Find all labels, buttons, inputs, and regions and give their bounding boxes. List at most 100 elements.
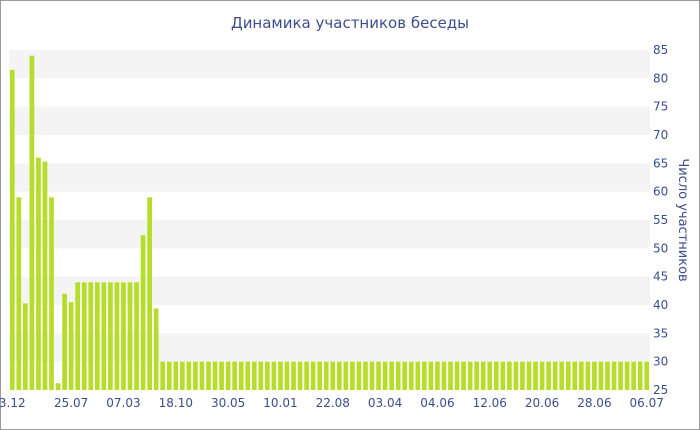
bar — [219, 361, 224, 390]
bar — [153, 308, 159, 390]
grid-band — [9, 191, 650, 220]
bar — [29, 55, 35, 391]
x-tick-label: 25.07 — [54, 396, 88, 410]
bar — [513, 361, 519, 390]
bar — [23, 303, 28, 390]
bar — [376, 361, 381, 390]
x-tick-label: 12.06 — [473, 396, 507, 410]
bar — [330, 361, 336, 390]
bar — [62, 293, 67, 390]
bar — [637, 361, 643, 390]
bar — [225, 361, 231, 390]
bar — [605, 361, 610, 390]
x-tick-label: 10.01 — [263, 396, 297, 410]
x-tick-label: 03.04 — [368, 396, 402, 410]
bar — [134, 282, 139, 390]
bar — [389, 361, 394, 390]
bar — [127, 282, 133, 390]
bar — [552, 361, 558, 390]
grid-band — [9, 106, 650, 135]
grid-band — [9, 248, 650, 277]
bar — [546, 361, 551, 390]
y-tick-label: 55 — [653, 213, 668, 227]
bar — [265, 361, 270, 390]
bar — [251, 361, 257, 390]
bar — [363, 361, 368, 390]
bar — [441, 361, 447, 390]
y-tick-label: 45 — [653, 270, 668, 284]
bar — [520, 361, 525, 390]
bar — [507, 361, 512, 390]
bar — [454, 361, 460, 390]
y-tick-label: 60 — [653, 185, 668, 199]
bar — [101, 282, 107, 390]
y-tick-label: 70 — [653, 128, 668, 142]
bar — [356, 361, 362, 390]
bar — [49, 197, 54, 390]
bar — [565, 361, 571, 390]
x-tick-label: 30.05 — [211, 396, 245, 410]
bar — [350, 361, 355, 390]
x-axis-ticks: 3.12 25.07 07.03 18.10 30.05 10.01 22.08 03.04 0… — [0, 396, 664, 410]
bar — [500, 361, 506, 390]
bar — [179, 361, 185, 390]
bar — [323, 361, 329, 390]
bar — [199, 361, 205, 390]
bar — [317, 361, 323, 390]
bar — [68, 302, 74, 390]
y-axis-ticks: 25 30 35 40 45 50 55 60 65 70 75 80 85 — [653, 43, 668, 397]
x-tick-label: 07.03 — [106, 396, 140, 410]
y-tick-label: 40 — [653, 298, 668, 312]
bar — [271, 361, 277, 390]
grid-band — [9, 163, 650, 192]
bar — [304, 361, 309, 390]
y-tick-label: 75 — [653, 100, 668, 114]
bar — [382, 361, 388, 390]
bar — [395, 361, 401, 390]
bar — [232, 361, 238, 390]
bar — [526, 361, 532, 390]
bar — [160, 361, 166, 390]
bar — [585, 361, 591, 390]
bar — [258, 361, 264, 390]
bar — [108, 282, 113, 390]
bar — [415, 361, 421, 390]
bar — [278, 361, 283, 390]
bar — [435, 361, 440, 390]
bar — [42, 161, 48, 390]
bar — [624, 361, 630, 390]
y-tick-label: 35 — [653, 326, 668, 340]
bar — [421, 361, 427, 390]
bar — [166, 361, 172, 390]
bar — [55, 383, 61, 390]
bar — [598, 361, 604, 390]
bar — [559, 361, 565, 390]
bar — [644, 361, 650, 390]
y-axis-label: Число участников — [675, 158, 690, 281]
bar — [533, 361, 538, 390]
y-tick-label: 80 — [653, 71, 668, 85]
grid-band — [9, 135, 650, 164]
y-tick-label: 25 — [653, 383, 668, 397]
bar — [343, 361, 349, 390]
bar — [408, 361, 414, 390]
bar — [9, 69, 15, 390]
bar — [238, 361, 244, 390]
bar — [539, 361, 545, 390]
bar — [206, 361, 211, 390]
bar — [186, 361, 192, 390]
bar — [16, 197, 22, 390]
bar — [114, 282, 120, 390]
bar — [75, 282, 81, 390]
y-tick-label: 30 — [653, 355, 668, 369]
bar — [461, 361, 466, 390]
x-tick-label: 22.08 — [316, 396, 350, 410]
bar — [121, 282, 126, 390]
bar — [297, 361, 303, 390]
grid-band — [9, 220, 650, 249]
x-tick-label: 20.06 — [525, 396, 559, 410]
bar — [88, 282, 94, 390]
x-tick-label: 18.10 — [159, 396, 193, 410]
bar — [291, 361, 296, 390]
